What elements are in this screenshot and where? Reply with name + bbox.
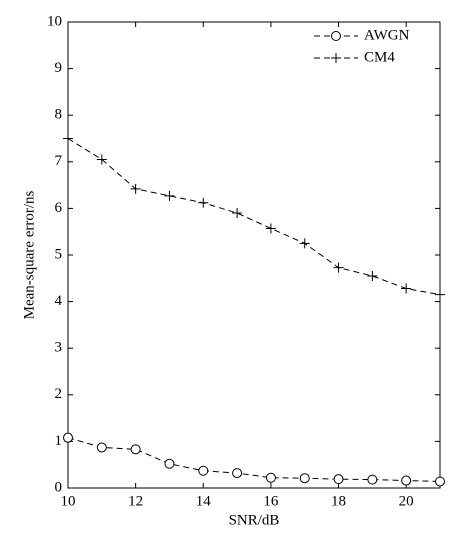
- legend-marker: [331, 31, 341, 41]
- y-tick-label: 9: [55, 60, 63, 76]
- data-point: [333, 474, 344, 485]
- data-point: [299, 238, 310, 249]
- y-tick-label: 5: [55, 246, 63, 262]
- data-point: [299, 473, 310, 484]
- data-point: [401, 475, 412, 486]
- data-point: [164, 458, 175, 469]
- data-point: [265, 472, 276, 483]
- data-point: [435, 289, 445, 300]
- y-tick-label: 7: [55, 153, 63, 169]
- legend-label: CM4: [364, 49, 395, 65]
- x-axis-label: SNR/dB: [229, 512, 280, 528]
- data-point: [63, 432, 73, 443]
- data-point: [232, 468, 243, 479]
- y-tick-label: 2: [55, 386, 63, 402]
- data-point: [367, 474, 378, 485]
- legend-marker: [331, 53, 341, 63]
- x-tick-label: 12: [128, 493, 143, 509]
- x-tick-label: 14: [196, 493, 212, 509]
- series-line: [67, 437, 441, 482]
- data-point: [367, 270, 378, 281]
- data-point: [232, 208, 243, 219]
- data-point: [63, 133, 73, 144]
- data-point: [198, 197, 209, 208]
- data-point: [265, 223, 276, 234]
- y-tick-label: 4: [55, 293, 63, 309]
- data-point: [164, 190, 175, 201]
- y-tick-label: 3: [55, 340, 63, 356]
- data-point: [198, 465, 209, 476]
- data-point: [96, 154, 107, 165]
- x-tick-label: 10: [61, 493, 76, 509]
- legend-label: AWGN: [364, 27, 410, 43]
- data-point: [333, 262, 344, 273]
- data-point: [130, 444, 141, 455]
- plot-frame: [67, 21, 441, 489]
- y-tick-label: 8: [55, 107, 63, 123]
- data-point: [96, 442, 107, 453]
- data-point: [401, 283, 412, 294]
- x-tick-label: 16: [263, 493, 279, 509]
- data-point: [130, 183, 141, 194]
- y-tick-label: 6: [55, 200, 63, 216]
- x-tick-label: 20: [399, 493, 414, 509]
- data-point: [435, 476, 445, 487]
- y-axis-label: Mean-square error/ns: [21, 190, 37, 319]
- y-tick-label: 0: [55, 479, 63, 495]
- y-tick-label: 1: [55, 433, 63, 449]
- y-tick-label: 10: [47, 13, 62, 29]
- series-line: [67, 138, 441, 296]
- x-tick-label: 18: [331, 493, 346, 509]
